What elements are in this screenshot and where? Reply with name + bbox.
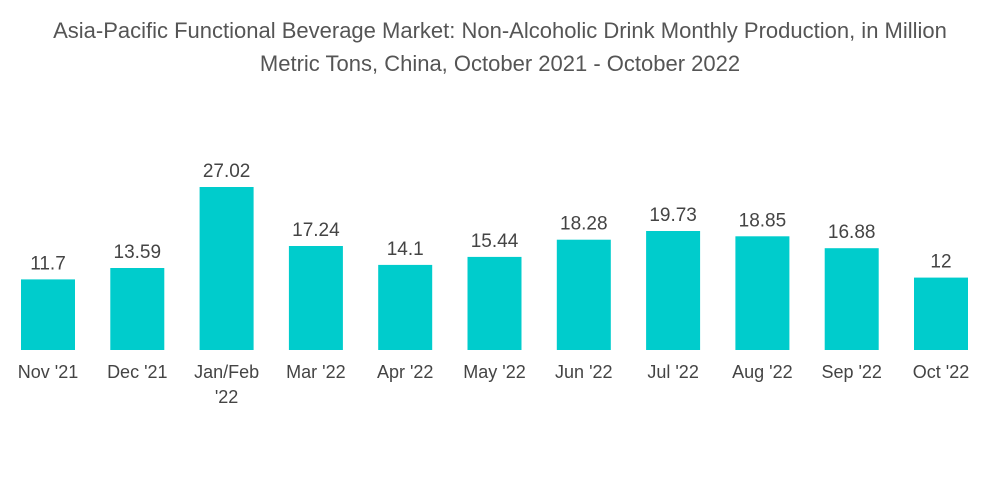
- x-tick-label-0: Nov '21: [18, 362, 78, 382]
- x-tick-label-4-line-0: Apr '22: [377, 362, 433, 382]
- value-label-9: 16.88: [828, 222, 876, 243]
- value-label-0: 11.7: [30, 253, 66, 274]
- x-tick-label-0-line-0: Nov '21: [18, 362, 78, 382]
- x-tick-label-2: Jan/Feb '22: [194, 362, 259, 407]
- bar-4: [378, 264, 433, 350]
- x-tick-label-2-line-0: Jan/Feb: [194, 362, 259, 382]
- bar-3: [288, 246, 343, 350]
- bar-5: [467, 256, 522, 350]
- bar-7: [646, 231, 701, 350]
- value-label-7: 19.73: [649, 205, 697, 226]
- chart-title: Asia-Pacific Functional Beverage Market:…: [0, 14, 1000, 80]
- x-tick-label-1: Dec '21: [107, 362, 167, 382]
- bar-1: [110, 268, 165, 350]
- x-tick-label-6: Jun '22: [555, 362, 612, 382]
- x-tick-label-4: Apr '22: [377, 362, 433, 382]
- bar-10: [914, 277, 968, 350]
- x-tick-label-2-line-1: '22: [215, 387, 238, 407]
- x-tick-label-3: Mar '22: [286, 362, 345, 382]
- bar-9: [824, 248, 879, 350]
- chart-title-line-1: Asia-Pacific Functional Beverage Market:…: [53, 18, 947, 43]
- x-tick-label-10: Oct '22: [913, 362, 969, 382]
- x-tick-label-6-line-0: Jun '22: [555, 362, 612, 382]
- x-tick-label-5-line-0: May '22: [463, 362, 525, 382]
- x-tick-label-7-line-0: Jul '22: [647, 362, 698, 382]
- bar-6: [556, 239, 611, 350]
- x-tick-label-8-line-0: Aug '22: [732, 362, 793, 382]
- value-label-6: 18.28: [560, 214, 608, 235]
- x-tick-label-9-line-0: Sep '22: [821, 362, 882, 382]
- x-tick-label-5: May '22: [463, 362, 525, 382]
- value-label-1: 13.59: [114, 242, 162, 263]
- value-label-3: 17.24: [292, 220, 340, 241]
- bar-0: [21, 279, 75, 350]
- value-label-4: 14.1: [387, 239, 424, 260]
- value-label-10: 12: [930, 252, 951, 273]
- x-tick-label-3-line-0: Mar '22: [286, 362, 345, 382]
- bar-2: [199, 187, 254, 350]
- bar-8: [735, 236, 790, 350]
- chart-title-line-2: Metric Tons, China, October 2021 - Octob…: [259, 51, 741, 76]
- x-tick-label-10-line-0: Oct '22: [913, 362, 969, 382]
- value-label-2: 27.02: [203, 161, 251, 182]
- value-label-8: 18.85: [739, 210, 787, 231]
- x-tick-label-7: Jul '22: [647, 362, 698, 382]
- x-tick-label-9: Sep '22: [821, 362, 882, 382]
- value-label-5: 15.44: [471, 231, 519, 252]
- x-tick-label-1-line-0: Dec '21: [107, 362, 167, 382]
- x-tick-label-8: Aug '22: [732, 362, 793, 382]
